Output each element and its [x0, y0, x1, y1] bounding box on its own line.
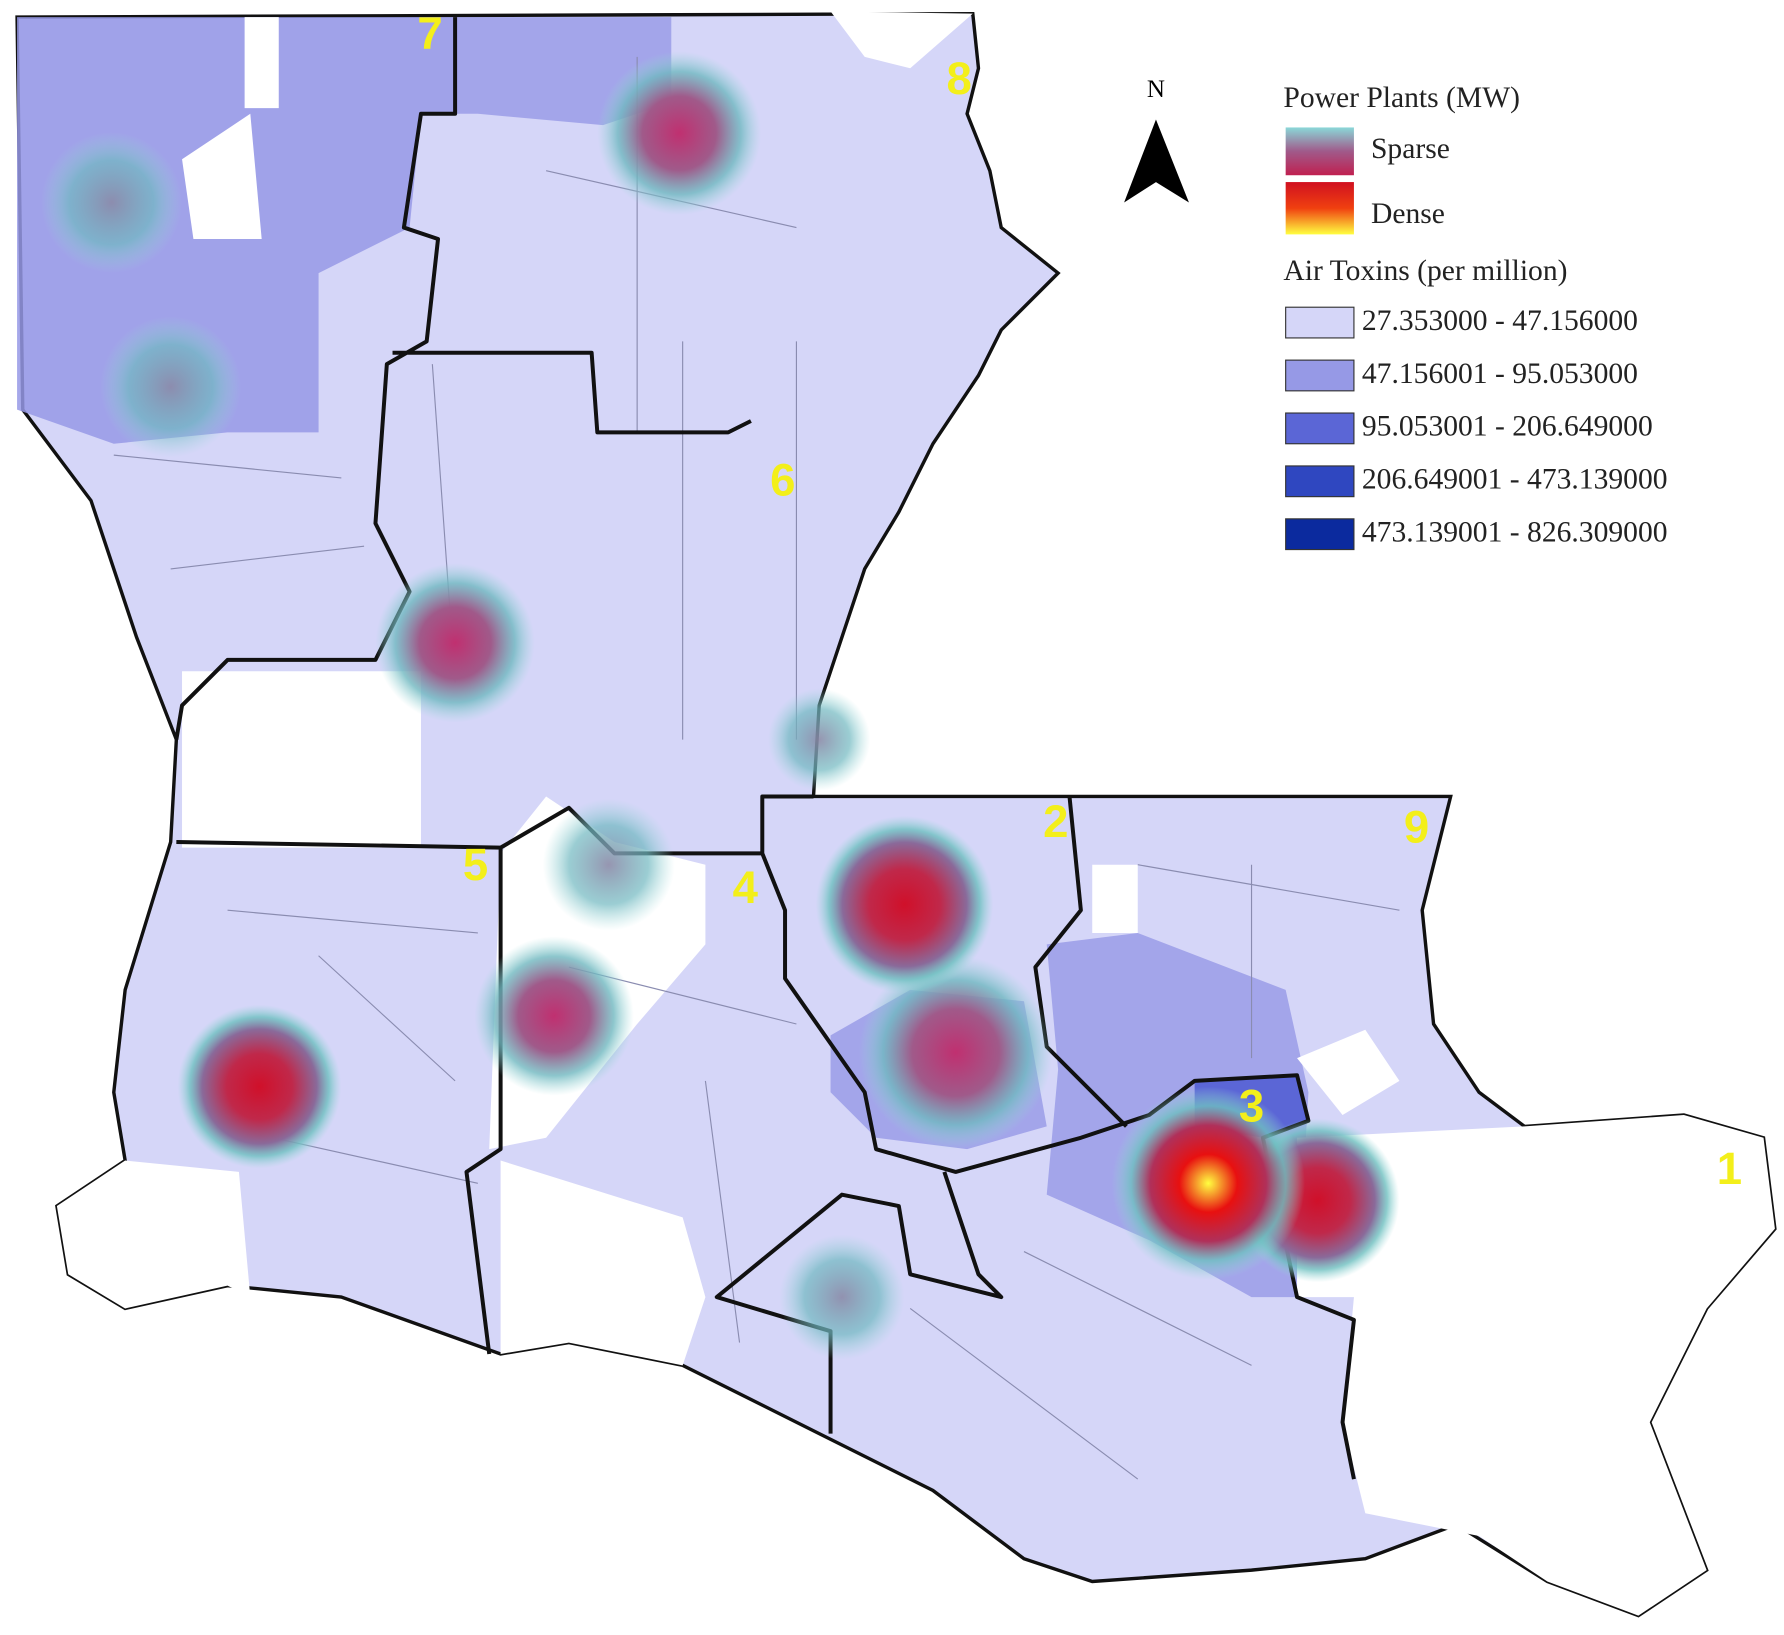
heat-blob: [40, 132, 183, 274]
heat-blob: [177, 1004, 342, 1169]
north-arrow: N: [1124, 76, 1189, 203]
tract-lines: [113, 56, 1400, 1480]
legend-item: 473.139001 - 826.309000: [1362, 517, 1668, 549]
legend-swatch: [1285, 518, 1355, 551]
heat-blob: [375, 563, 535, 723]
legend-item: Sparse: [1371, 133, 1450, 165]
region-label: 4: [733, 862, 759, 913]
heat-blob: [597, 51, 762, 216]
legend-swatch: [1285, 306, 1355, 339]
region-label: 8: [946, 53, 971, 104]
north-label: N: [1147, 76, 1165, 103]
state: [15, 11, 1777, 1618]
heat-blob: [542, 798, 675, 931]
heat-blob: [767, 688, 871, 791]
legend-swatch: [1285, 465, 1355, 498]
legend-item: 206.649001 - 473.139000: [1362, 464, 1668, 496]
region-label: 5: [463, 839, 488, 890]
region-label: 3: [1239, 1080, 1264, 1131]
legend: Power Plants (MW) Sparse Dense Air Toxin…: [1283, 82, 1668, 551]
heat-layer: [40, 51, 1400, 1360]
unpopulated: [1297, 1115, 1775, 1616]
region-label: 9: [1404, 802, 1429, 853]
legend-title: Power Plants (MW): [1283, 82, 1520, 114]
north-symbol: [1124, 119, 1189, 203]
unpopulated: [56, 11, 1400, 1366]
heat-blob: [474, 936, 634, 1096]
legend-swatch: [1285, 127, 1354, 176]
legend-title: Air Toxins (per million): [1283, 255, 1567, 287]
heat-blob: [859, 955, 1053, 1150]
legend-item: 47.156001 - 95.053000: [1362, 358, 1638, 390]
legend-swatch: [1285, 359, 1355, 392]
legend-swatch: [1285, 412, 1355, 445]
legend-item: 27.353000 - 47.156000: [1362, 305, 1638, 337]
heat-blob: [1111, 1086, 1306, 1280]
legend-item: 95.053001 - 206.649000: [1362, 411, 1653, 443]
region-label: 2: [1043, 796, 1068, 847]
heat-blob: [815, 815, 994, 994]
heat-blob: [779, 1234, 905, 1360]
region-label: 7: [417, 7, 442, 58]
heat-blob: [100, 316, 242, 458]
legend-swatch: [1285, 182, 1354, 235]
legend-item: Dense: [1371, 198, 1445, 230]
region-label: 1: [1717, 1143, 1742, 1194]
region-label: 6: [770, 455, 795, 506]
